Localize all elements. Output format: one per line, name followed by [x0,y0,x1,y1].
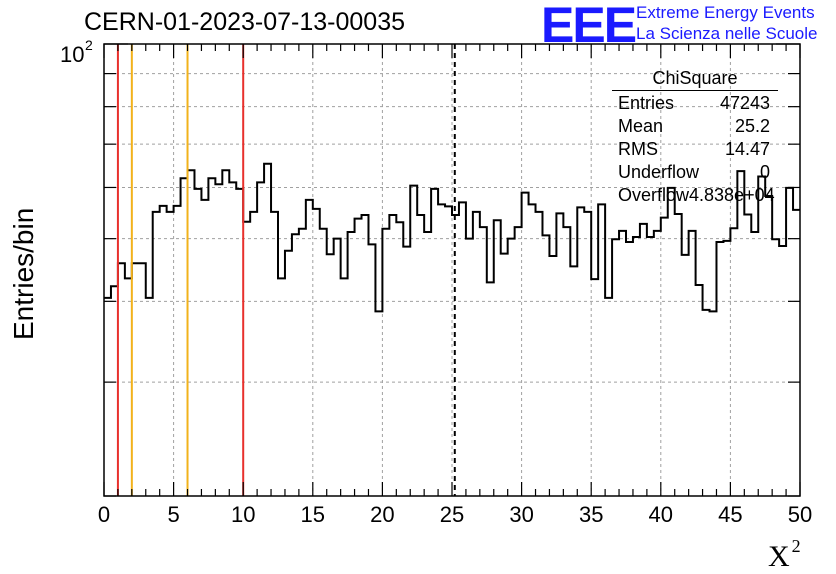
histogram-series [104,162,800,313]
stats-row-underflow: Underflow 0 [612,162,778,185]
stats-row-mean: Mean 25.2 [612,116,778,139]
stats-label: RMS [618,139,658,159]
x-tick-label: 10 [231,502,255,527]
logo-line-1: Extreme Energy Events [636,3,815,22]
x-tick-label: 0 [98,502,110,527]
logo-caption: Extreme Energy Events La Scienza nelle S… [636,2,817,44]
stats-row-overflow: Overflow 4.838e+04 [612,185,778,208]
stats-title: ChiSquare [612,68,778,91]
x-axis-label-exponent: 2 [791,536,801,556]
stats-value: 4.838e+04 [689,185,775,205]
stats-row-rms: RMS 14.47 [612,139,778,162]
x-tick-label: 25 [440,502,464,527]
x-tick-label: 30 [509,502,533,527]
stats-value: 47243 [719,93,770,113]
y-tick-label-exponent: 2 [85,37,93,53]
logo-line-2: La Scienza nelle Scuole [636,24,818,43]
x-axis-label-text: X [768,540,790,573]
y-tick-label: 10 [60,42,84,67]
x-tick-label: 40 [649,502,673,527]
stats-box: ChiSquare Entries 47243 Mean 25.2 RMS 14… [612,68,778,208]
stats-label: Underflow [618,162,700,182]
stats-value: 14.47 [724,139,770,159]
stats-value: 25.2 [734,116,770,136]
stats-label: Entries [618,93,675,113]
stats-row-entries: Entries 47243 [612,93,778,116]
x-tick-label: 15 [301,502,325,527]
chart-title: CERN-01-2023-07-13-00035 [84,8,406,36]
stats-label: Mean [618,116,664,136]
x-tick-label: 20 [370,502,394,527]
x-tick-label: 5 [167,502,179,527]
eee-logo: EEE [541,0,637,53]
x-tick-label: 50 [788,502,812,527]
x-tick-label: 45 [718,502,742,527]
stats-value: 0 [759,162,770,182]
x-tick-label: 35 [579,502,603,527]
stats-label: Overflow [618,185,690,205]
